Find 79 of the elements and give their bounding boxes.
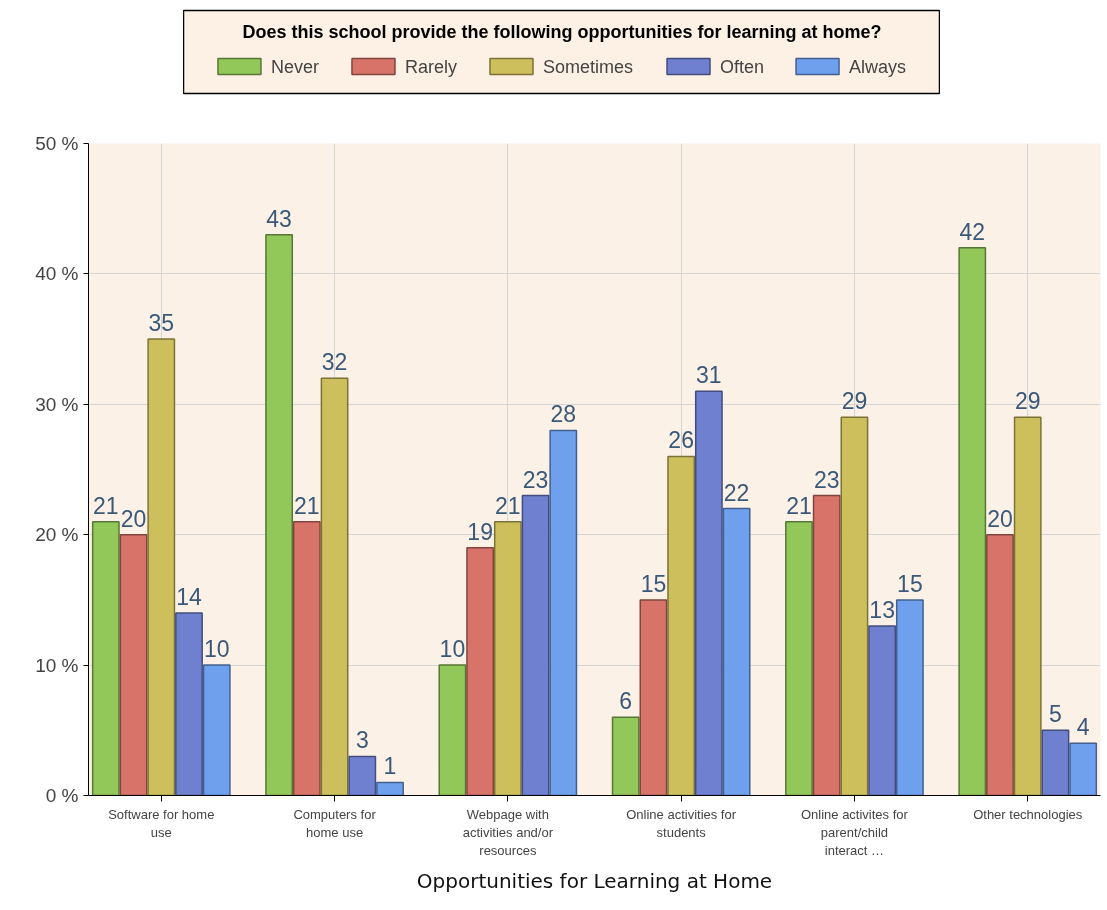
x-axis-title: Opportunities for Learning at Home xyxy=(416,868,773,893)
data-label: 13 xyxy=(869,596,895,623)
bar xyxy=(493,520,522,796)
data-label: 14 xyxy=(176,583,203,610)
data-label: 42 xyxy=(959,218,986,245)
y-tick-label: 30 % xyxy=(35,393,79,415)
x-tick-label: Computers for home use xyxy=(293,806,377,840)
bar xyxy=(785,520,813,796)
data-label: 21 xyxy=(93,492,119,519)
bar xyxy=(147,338,176,796)
bar xyxy=(958,247,987,796)
legend-label: Always xyxy=(849,56,907,77)
data-label: 4 xyxy=(1076,714,1090,741)
data-label: 23 xyxy=(813,466,840,493)
data-label: 20 xyxy=(987,505,1013,532)
y-tick-label: 10 % xyxy=(35,654,79,676)
bar xyxy=(1041,729,1070,796)
legend-label: Sometimes xyxy=(542,56,634,77)
bar xyxy=(639,599,668,796)
data-label: 1 xyxy=(383,753,397,780)
bar xyxy=(320,377,349,796)
bar xyxy=(119,533,148,796)
y-tick-label: 50 % xyxy=(35,133,79,154)
data-label: 6 xyxy=(619,688,633,715)
legend-label: Never xyxy=(270,56,319,77)
data-label: 29 xyxy=(841,388,868,415)
bar xyxy=(466,546,495,796)
data-label: 5 xyxy=(1049,701,1062,728)
x-tick-label: Software for home use xyxy=(108,806,215,840)
legend-label: Often xyxy=(720,56,765,77)
data-label: 3 xyxy=(355,727,369,754)
data-label: 22 xyxy=(723,479,750,506)
bar xyxy=(348,755,377,796)
data-label: 23 xyxy=(522,466,549,493)
data-label: 28 xyxy=(550,401,577,428)
y-tick-label: 40 % xyxy=(35,263,79,285)
bar xyxy=(91,520,120,796)
y-tick-label: 0 % xyxy=(45,785,79,806)
data-label: 21 xyxy=(495,492,521,519)
data-label: 10 xyxy=(439,636,466,663)
x-tick-label: Webpage with activities and/or resources xyxy=(462,806,554,858)
bar xyxy=(986,533,1014,796)
data-label: 15 xyxy=(640,570,667,597)
bar xyxy=(812,494,841,796)
data-label: 19 xyxy=(467,518,493,545)
bar xyxy=(1069,742,1098,796)
bar xyxy=(549,429,578,796)
bar xyxy=(840,416,869,796)
bar xyxy=(202,664,231,796)
bar xyxy=(521,494,550,796)
data-label: 32 xyxy=(321,349,348,376)
data-label: 29 xyxy=(1014,388,1041,415)
x-tick-label: Online activities for students xyxy=(626,806,737,840)
legend-label: Rarely xyxy=(404,56,457,77)
bar xyxy=(376,781,404,796)
data-label: 21 xyxy=(786,492,812,519)
bar xyxy=(667,455,696,796)
bar xyxy=(265,234,294,796)
data-label: 31 xyxy=(696,362,722,389)
data-label: 10 xyxy=(203,636,230,663)
bar xyxy=(175,612,203,796)
bar xyxy=(722,507,751,796)
bar xyxy=(438,664,467,796)
data-label: 20 xyxy=(120,505,147,532)
bar xyxy=(694,390,723,796)
data-label: 21 xyxy=(294,492,320,519)
legend-title: Does this school provide the following opportunities for learning at home? xyxy=(242,21,882,42)
x-tick-label: Online activites for parent/child interact … xyxy=(800,806,909,858)
data-label: 35 xyxy=(148,310,175,337)
y-tick-label: 20 % xyxy=(35,524,79,546)
bar xyxy=(292,520,321,796)
x-tick-label: Other technologies xyxy=(973,806,1083,822)
data-label: 15 xyxy=(897,570,923,597)
data-label: 26 xyxy=(668,427,694,454)
bar xyxy=(611,716,640,796)
bar xyxy=(895,599,924,796)
bar xyxy=(868,625,897,796)
data-label: 43 xyxy=(266,205,292,232)
bar xyxy=(1013,416,1042,796)
